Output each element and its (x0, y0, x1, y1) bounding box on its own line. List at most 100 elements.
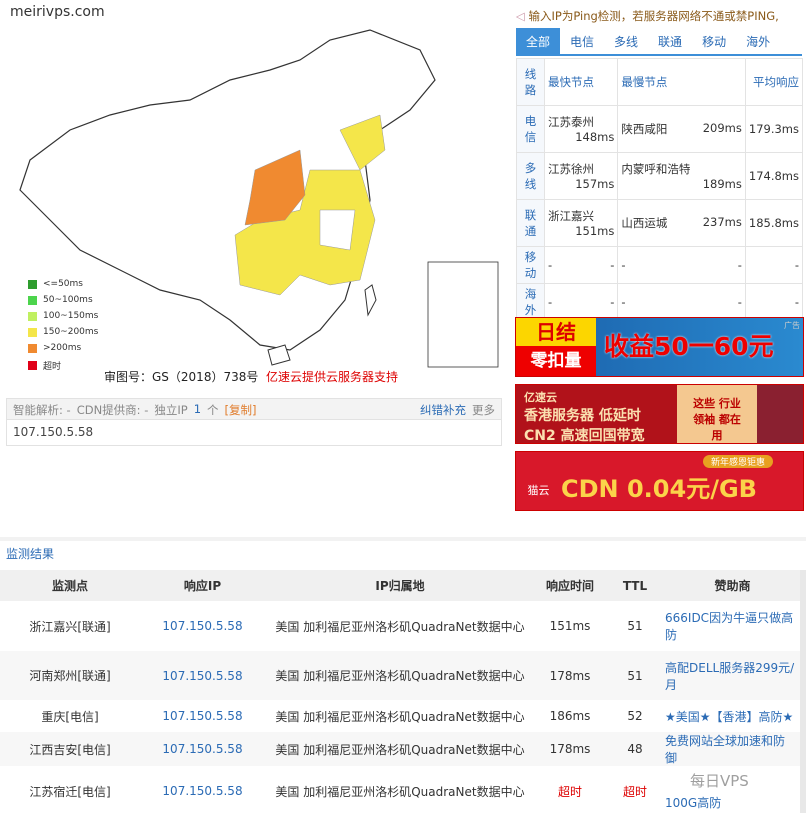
map-legend: <=50ms 50~100ms 100~150ms 150~200ms >200… (14, 279, 98, 372)
more-link[interactable]: 更多 (472, 403, 495, 417)
copy-button[interactable]: [复制] (224, 403, 257, 417)
region-over-200 (244, 149, 306, 226)
summary-row: 电信 江苏泰州 148ms 陕西咸阳 209ms 179.3ms (516, 105, 804, 153)
col-location: IP归属地 (265, 570, 535, 601)
slowest-cell: 内蒙呼和浩特 189ms (617, 152, 746, 200)
ttl: 48 (605, 732, 665, 766)
results-title: 监测结果 (6, 547, 55, 561)
time: 178ms (535, 651, 605, 700)
node: 河南郑州[联通] (0, 651, 140, 700)
average-cell: - (744, 283, 804, 321)
resolved-ip: 107.150.5.58 (13, 425, 94, 439)
tab-unicom[interactable]: 联通 (658, 35, 683, 49)
col-time: 响应时间 (535, 570, 605, 601)
location: 美国 加利福尼亚州洛杉矶QuadraNet数据中心 (275, 709, 525, 724)
ip-link[interactable]: 107.150.5.58 (162, 619, 243, 633)
line-name: 海外 (516, 283, 545, 321)
ad-banner-yisu[interactable]: 亿速云 香港服务器 低延时 CN2 高速回国带宽 这些 行业领袖 都在用 (515, 384, 804, 444)
summary-row: 海外 - - - - - (516, 283, 804, 321)
watermark: 每日VPS (690, 772, 749, 790)
legend-label: 50~100ms (43, 295, 93, 305)
ip-link[interactable]: 107.150.5.58 (140, 651, 265, 700)
location: 美国 加利福尼亚州洛杉矶QuadraNet数据中心 (275, 784, 525, 799)
time: 178ms (535, 732, 605, 766)
cdn-provider-label: CDN提供商: - (76, 403, 149, 417)
node: 江西吉安[电信] (0, 732, 140, 766)
ttl: 51 (605, 651, 665, 700)
tab-mobile[interactable]: 移动 (702, 35, 727, 49)
line-name: 移动 (516, 246, 545, 284)
ip-link[interactable]: 107.150.5.58 (162, 709, 243, 723)
sponsor-link[interactable]: 666IDC因为牛逼只做高防 (665, 611, 794, 642)
tab-all[interactable]: 全部 (516, 28, 561, 54)
header-fastest: 最快节点 (543, 58, 619, 106)
line-name: 电信 (516, 105, 545, 153)
legend-label: <=50ms (43, 279, 83, 289)
tab-overseas[interactable]: 海外 (746, 35, 771, 49)
legend-item: <=50ms (28, 279, 98, 289)
ip-link[interactable]: 107.150.5.58 (162, 784, 243, 798)
line-name: 多线 (516, 152, 545, 200)
summary-row: 联通 浙江嘉兴 151ms 山西运城 237ms 185.8ms (516, 199, 804, 247)
summary-table: 线路 最快节点 最慢节点 平均响应 电信 江苏泰州 148ms 陕西咸阳 209ms 17… (516, 58, 804, 321)
slowest-cell: 山西运城 237ms (617, 199, 746, 247)
legend-item: >200ms (28, 343, 98, 353)
unique-ip-label: 独立IP (154, 403, 188, 417)
legend-item: 50~100ms (28, 295, 98, 305)
correct-link[interactable]: 纠错补充 (420, 403, 466, 417)
fastest-cell: 江苏徐州 157ms (543, 152, 619, 200)
node: 浙江嘉兴[联通] (29, 619, 111, 634)
ttl: 超时 (622, 784, 647, 799)
table-row: 河南郑州[联通] 107.150.5.58 美国 加利福尼亚州洛杉矶QuadraNe… (0, 651, 800, 700)
notice-text: 输入IP为Ping检测，若服务器网络不通或禁PING, (528, 9, 779, 23)
ttl: 52 (627, 709, 643, 723)
node: 江苏宿迁[电信] (29, 784, 111, 799)
tab-telecom[interactable]: 电信 (570, 35, 595, 49)
china-ping-map[interactable] (0, 20, 510, 370)
map-approval-number: 审图号：GS（2018）738号 (104, 370, 259, 384)
smart-dns-label: 智能解析: - (13, 403, 71, 417)
sponsor-link[interactable]: 高配DELL服务器299元/月 (665, 651, 800, 700)
site-domain: meirivps.com (10, 4, 105, 20)
scrollbar[interactable] (800, 570, 806, 813)
fastest-cell: 江苏泰州 148ms (543, 105, 619, 153)
summary-row: 多线 江苏徐州 157ms 内蒙呼和浩特 189ms 174.8ms (516, 152, 804, 200)
results-table: 监测点 响应IP IP归属地 响应时间 TTL 赞助商 浙江嘉兴[联通] 107.… (0, 570, 800, 816)
speaker-icon: ◁ (516, 9, 529, 23)
location: 美国 加利福尼亚州洛杉矶QuadraNet数据中心 (265, 651, 535, 700)
ad-banner-income[interactable]: 日结 零扣量 收益50一60元 广告 (515, 317, 804, 377)
sponsor-link[interactable]: 100G高防 (665, 795, 722, 810)
ip-link[interactable]: 107.150.5.58 (140, 732, 265, 766)
unique-ip-unit: 个 (207, 403, 219, 417)
node: 重庆[电信] (41, 709, 99, 724)
summary-row: 移动 - - - - - (516, 246, 804, 284)
tab-multiline[interactable]: 多线 (614, 35, 639, 49)
unique-ip-count: 1 (193, 402, 202, 416)
ttl: 51 (627, 619, 643, 633)
sponsor-link[interactable]: ★美国★【香港】高防★ (665, 709, 794, 724)
map-sponsor-link[interactable]: 亿速云提供云服务器支持 (266, 370, 399, 384)
line-name: 联通 (516, 199, 545, 247)
legend-label: 150~200ms (43, 327, 99, 337)
fastest-cell: -- (543, 246, 619, 284)
location: 美国 加利福尼亚州洛杉矶QuadraNet数据中心 (265, 732, 535, 766)
slowest-cell: -- (617, 283, 746, 321)
average-cell: 179.3ms (744, 105, 804, 153)
legend-label: 100~150ms (43, 311, 99, 321)
results-header: 监测点 响应IP IP归属地 响应时间 TTL 赞助商 (0, 570, 800, 601)
col-node: 监测点 (0, 570, 140, 601)
ad-banner-maoyun[interactable]: 猫云 CDN 0.04元/GB 新年感恩钜惠 (515, 451, 804, 511)
dns-info-box: 智能解析: - CDN提供商: - 独立IP 1 个 [复制] 纠错补充 更多 … (6, 398, 502, 446)
header-line: 线路 (516, 58, 545, 106)
average-cell: 174.8ms (744, 152, 804, 200)
col-ttl: TTL (605, 570, 665, 601)
time: 186ms (549, 709, 591, 723)
table-row: 浙江嘉兴[联通] 107.150.5.58 美国 加利福尼亚州洛杉矶QuadraNe… (0, 601, 800, 651)
location: 美国 加利福尼亚州洛杉矶QuadraNet数据中心 (275, 619, 525, 634)
legend-label: >200ms (43, 343, 82, 353)
table-row: 重庆[电信] 107.150.5.58 美国 加利福尼亚州洛杉矶QuadraNet数… (0, 700, 800, 732)
legend-item: 100~150ms (28, 311, 98, 321)
legend-item: 超时 (28, 359, 98, 372)
sponsor-link[interactable]: 免费网站全球加速和防御 (665, 732, 800, 766)
average-cell: 185.8ms (744, 199, 804, 247)
